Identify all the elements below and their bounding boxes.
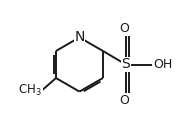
Text: CH$_3$: CH$_3$ xyxy=(18,83,42,98)
Text: N: N xyxy=(74,30,85,44)
Text: S: S xyxy=(121,58,130,71)
Text: OH: OH xyxy=(153,58,172,71)
Text: O: O xyxy=(119,94,129,107)
Text: O: O xyxy=(119,22,129,35)
